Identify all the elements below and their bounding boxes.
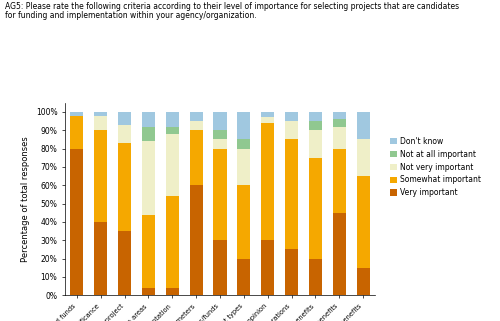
- Bar: [238, 149, 250, 185]
- Bar: [214, 149, 226, 240]
- Bar: [166, 288, 179, 295]
- Bar: [70, 116, 84, 149]
- Bar: [356, 176, 370, 268]
- Bar: [190, 121, 202, 130]
- Bar: [261, 112, 274, 117]
- Bar: [285, 112, 298, 121]
- Bar: [142, 112, 155, 126]
- Bar: [94, 130, 108, 222]
- Bar: [94, 116, 108, 130]
- Bar: [166, 196, 179, 288]
- Bar: [214, 139, 226, 149]
- Bar: [332, 149, 346, 213]
- Bar: [332, 213, 346, 295]
- Bar: [332, 112, 346, 119]
- Bar: [118, 112, 131, 125]
- Bar: [332, 126, 346, 149]
- Bar: [166, 126, 179, 134]
- Bar: [238, 112, 250, 139]
- Bar: [309, 121, 322, 130]
- Bar: [142, 141, 155, 215]
- Bar: [309, 259, 322, 295]
- Bar: [214, 240, 226, 295]
- Bar: [142, 126, 155, 141]
- Bar: [190, 185, 202, 295]
- Bar: [309, 158, 322, 259]
- Bar: [285, 139, 298, 249]
- Legend: Don't know, Not at all important, Not very important, Somewhat important, Very i: Don't know, Not at all important, Not ve…: [388, 135, 483, 199]
- Bar: [238, 259, 250, 295]
- Bar: [309, 112, 322, 121]
- Bar: [118, 231, 131, 295]
- Text: for funding and implementation within your agency/organization.: for funding and implementation within yo…: [5, 11, 256, 20]
- Bar: [332, 119, 346, 126]
- Bar: [238, 185, 250, 259]
- Bar: [261, 240, 274, 295]
- Bar: [94, 112, 108, 116]
- Bar: [190, 112, 202, 121]
- Bar: [285, 249, 298, 295]
- Bar: [166, 134, 179, 196]
- Bar: [214, 112, 226, 130]
- Bar: [309, 130, 322, 158]
- Bar: [166, 112, 179, 126]
- Bar: [142, 215, 155, 288]
- Bar: [190, 130, 202, 185]
- Bar: [70, 149, 84, 295]
- Bar: [94, 222, 108, 295]
- Bar: [238, 139, 250, 149]
- Bar: [118, 143, 131, 231]
- Y-axis label: Percentage of total responses: Percentage of total responses: [21, 136, 30, 262]
- Bar: [214, 130, 226, 139]
- Bar: [142, 288, 155, 295]
- Text: AG5: Please rate the following criteria according to their level of importance f: AG5: Please rate the following criteria …: [5, 2, 459, 11]
- Bar: [261, 117, 274, 123]
- Bar: [285, 121, 298, 139]
- Bar: [70, 112, 84, 116]
- Bar: [356, 112, 370, 139]
- Bar: [356, 268, 370, 295]
- Bar: [118, 125, 131, 143]
- Bar: [261, 123, 274, 240]
- Bar: [356, 139, 370, 176]
